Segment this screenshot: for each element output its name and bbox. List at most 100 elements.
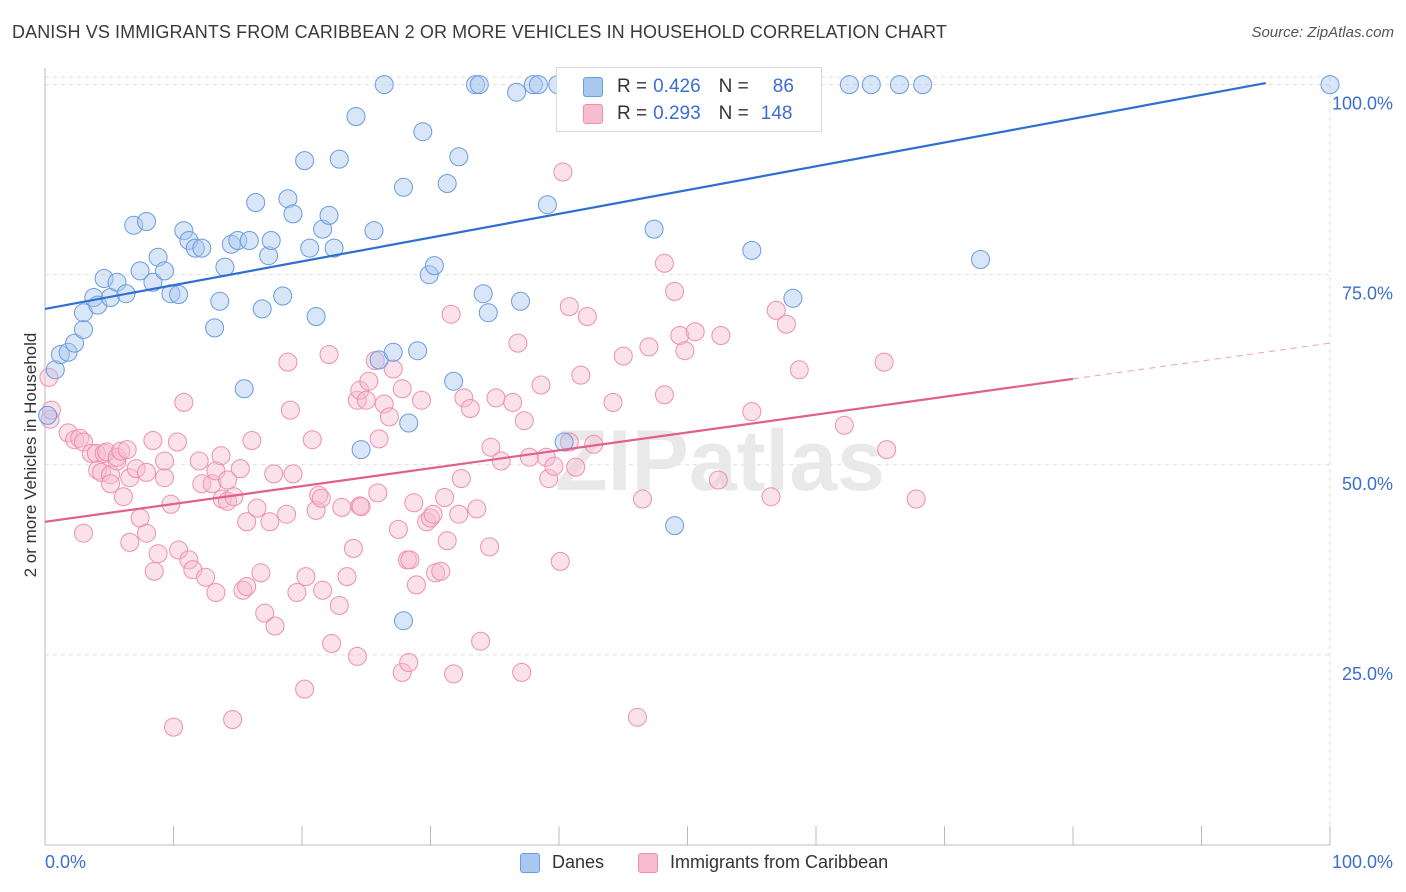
carib-point [670, 326, 690, 345]
y-tick-labels: 25.0% 50.0% 75.0% 100.0% [1332, 94, 1393, 684]
stats-legend: R = 0.426 N = 86 R = 0.293 N = 148 [556, 67, 822, 132]
carib-point [107, 447, 127, 467]
carib-point [41, 400, 61, 420]
carib-point [302, 430, 322, 450]
danes-point [511, 291, 530, 311]
danes-point [124, 215, 144, 235]
carib-point [322, 634, 342, 653]
danes-point [469, 75, 489, 95]
danes-point [300, 238, 320, 258]
danes-point [239, 231, 259, 250]
carib-point [264, 464, 284, 484]
carib-point [196, 567, 216, 587]
danes-point [246, 193, 266, 212]
carib-point [148, 544, 168, 564]
danes-point [185, 238, 205, 258]
carib-point [766, 300, 786, 320]
carib-point [280, 400, 300, 420]
carib-point [120, 532, 140, 552]
carib-point [359, 371, 379, 391]
danes-point [329, 149, 349, 169]
danes-point [319, 205, 339, 225]
danes-point [174, 221, 194, 241]
carib-point [654, 385, 674, 405]
carib-point [627, 707, 647, 727]
carib-point [278, 352, 298, 372]
carib-point [508, 333, 528, 353]
danes-point [58, 342, 78, 362]
carib-point [70, 428, 90, 448]
danes-r-value: 0.426 [653, 76, 701, 97]
carib-point [454, 388, 474, 408]
carib-point [392, 379, 412, 399]
danes-point [971, 250, 990, 269]
carib-point [192, 474, 212, 494]
y-tick-label: 100.0% [1332, 94, 1393, 114]
y-axis-title: 2 or more Vehicles in Household [21, 332, 40, 578]
danes-point [192, 238, 212, 258]
danes-point [137, 212, 156, 231]
carib-point [242, 431, 262, 450]
danes-point [665, 516, 685, 536]
carib-point [480, 537, 500, 557]
danes-point [130, 261, 150, 281]
danes-point [554, 432, 574, 452]
carib-point [101, 474, 120, 494]
danes-swatch [583, 77, 603, 97]
carib-point [471, 631, 491, 651]
danes-point [408, 341, 428, 361]
danes-point [419, 265, 439, 285]
danes-point [94, 269, 114, 288]
danes-point [306, 307, 326, 326]
carib-point [491, 451, 511, 471]
carib-point [369, 429, 389, 449]
carib-point [412, 390, 431, 410]
danes-point [38, 405, 58, 425]
carib-point [559, 297, 579, 317]
carib-point [343, 538, 363, 558]
danes-point [374, 75, 394, 95]
carib-point [431, 561, 451, 581]
danes-point [283, 204, 303, 224]
carib-point [237, 512, 257, 532]
carib-point [86, 443, 106, 463]
carib-point [435, 488, 455, 507]
legend-item-danes[interactable]: Danes [520, 852, 604, 873]
danes-point [424, 256, 444, 276]
carib-point [544, 456, 564, 476]
carib-point [74, 523, 93, 543]
carib-point [444, 664, 464, 684]
carib-point [665, 281, 685, 301]
source-label: Source: ZipAtlas.com [1251, 24, 1394, 41]
carib-point [283, 464, 303, 484]
carib-point [169, 540, 189, 560]
danes-point [295, 151, 315, 171]
danes-point [644, 219, 664, 239]
carib-point [392, 662, 412, 682]
caribbean-points [39, 162, 926, 737]
carib-point [685, 322, 705, 342]
danes-point [351, 440, 371, 460]
carib-point [877, 440, 897, 460]
danes-point [861, 75, 881, 95]
danes-point [278, 189, 298, 209]
danes-point [259, 246, 279, 266]
carib-point [761, 487, 781, 507]
carib-point [111, 441, 131, 461]
legend-item-caribbean[interactable]: Immigrants from Caribbean [638, 852, 888, 873]
carib-point [233, 580, 253, 600]
caribbean-n-value: 148 [760, 103, 793, 124]
carib-point [309, 485, 329, 505]
carib-point [559, 432, 579, 452]
carib-point [155, 468, 174, 488]
carib-point [514, 411, 534, 431]
carib-point [519, 447, 539, 467]
carib-point [126, 459, 146, 479]
carib-point [639, 337, 659, 357]
carib-point [708, 470, 728, 490]
danes-point [413, 122, 433, 142]
chart-title: DANISH VS IMMIGRANTS FROM CARIBBEAN 2 OR… [12, 22, 947, 42]
carib-point [247, 498, 267, 518]
danes-point [394, 177, 413, 197]
